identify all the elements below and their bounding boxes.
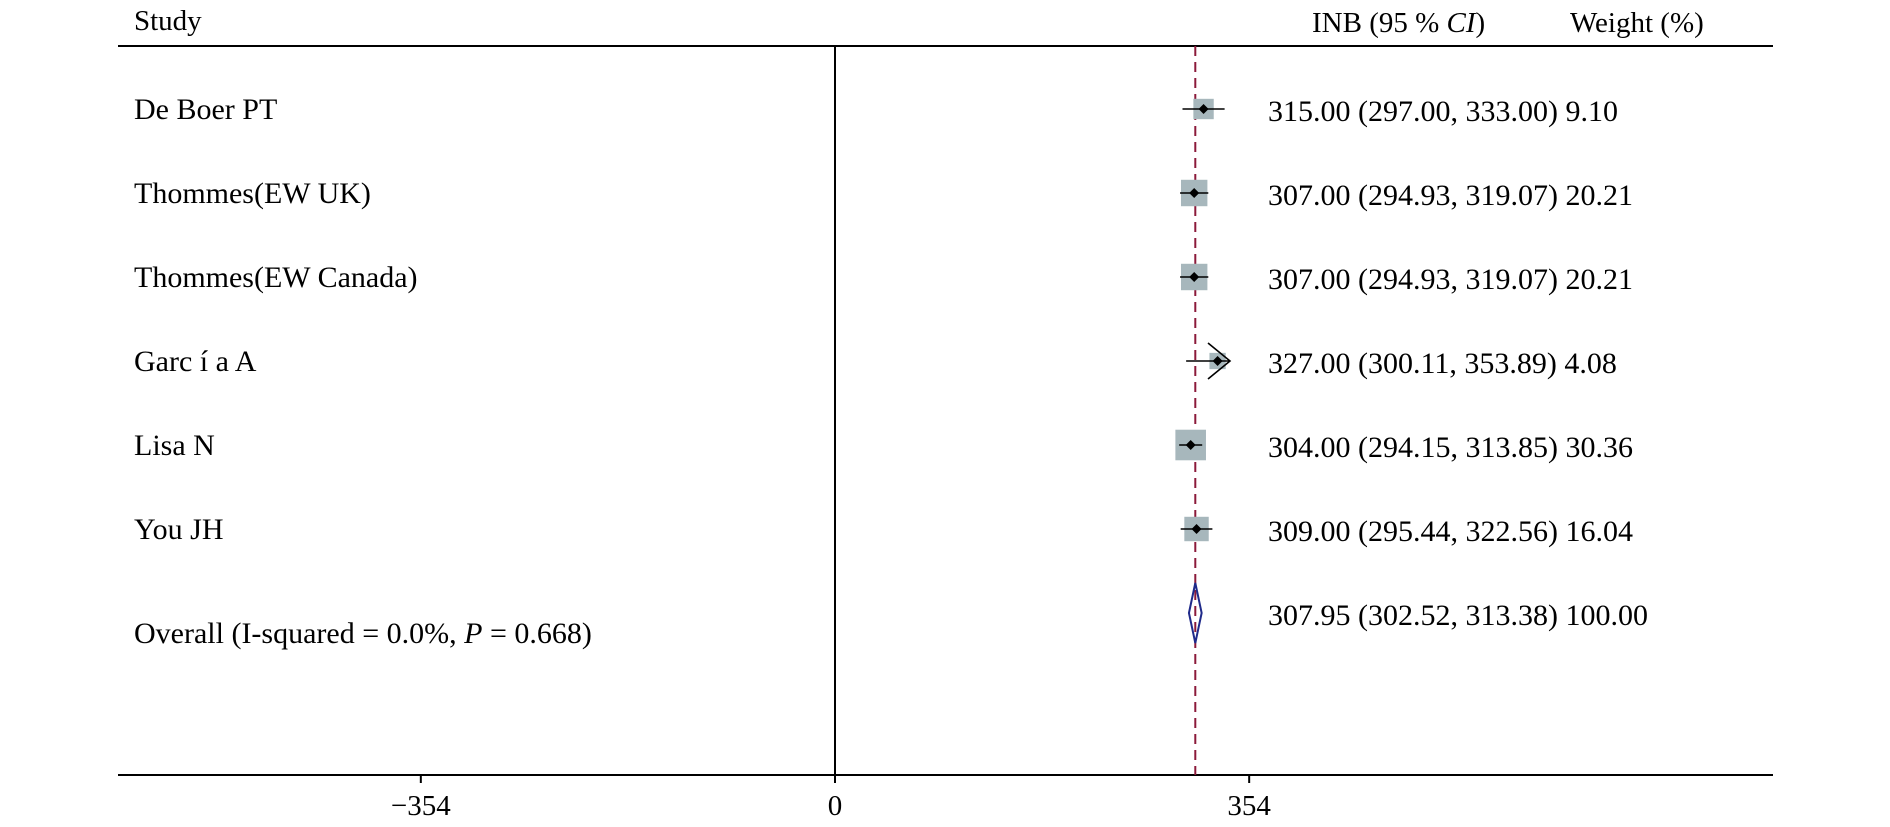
header-effect-ci: CI xyxy=(1447,7,1477,39)
header-effect-prefix: INB (95 % xyxy=(1312,7,1447,39)
overall-effect-label: 307.95 (302.52, 313.38) 100.00 xyxy=(1268,599,1648,632)
study-row: Lisa N 304.00 (294.15, 313.85) 30.36 xyxy=(134,429,1633,464)
study-row: Garc í a A 327.00 (300.11, 353.89) 4.08 xyxy=(134,342,1617,380)
point-estimate xyxy=(1191,524,1202,534)
study-name: Thommes(EW Canada) xyxy=(134,261,418,294)
x-tick-label: −354 xyxy=(391,790,451,822)
study-row: Thommes(EW Canada) 307.00 (294.93, 319.07… xyxy=(134,261,1633,296)
x-axis-ticks: −354 0 354 xyxy=(391,775,1271,822)
study-row: Thommes(EW UK) 307.00 (294.93, 319.07) 20… xyxy=(134,177,1633,212)
study-effect-label: 307.00 (294.93, 319.07) 20.21 xyxy=(1268,179,1633,212)
study-rows: De Boer PT 315.00 (297.00, 333.00) 9.10 Th… xyxy=(134,93,1633,548)
study-name: You JH xyxy=(134,513,224,546)
study-name: Garc í a A xyxy=(134,345,257,378)
point-estimate xyxy=(1189,272,1200,282)
overall-row: Overall (I-squared = 0.0%, P = 0.668) 307… xyxy=(134,582,1648,650)
study-effect-label: 315.00 (297.00, 333.00) 9.10 xyxy=(1268,95,1618,128)
point-estimate xyxy=(1212,356,1223,366)
x-tick-label: 0 xyxy=(828,790,843,822)
x-tick-label: 354 xyxy=(1227,790,1271,822)
overall-label: Overall (I-squared = 0.0%, P = 0.668) xyxy=(134,617,592,650)
study-row: De Boer PT 315.00 (297.00, 333.00) 9.10 xyxy=(134,93,1618,128)
header-effect-suffix: ) xyxy=(1476,7,1486,39)
header-effect: INB (95 % CI) xyxy=(1312,7,1485,39)
point-estimate xyxy=(1189,188,1200,198)
study-name: Thommes(EW UK) xyxy=(134,177,371,210)
study-effect-label: 304.00 (294.15, 313.85) 30.36 xyxy=(1268,431,1633,464)
overall-diamond xyxy=(1187,582,1203,644)
point-estimate xyxy=(1185,440,1196,450)
study-effect-label: 307.00 (294.93, 319.07) 20.21 xyxy=(1268,263,1633,296)
study-row: You JH 309.00 (295.44, 322.56) 16.04 xyxy=(134,513,1633,548)
header-study: Study xyxy=(134,5,202,37)
point-estimate xyxy=(1198,104,1209,114)
study-name: De Boer PT xyxy=(134,93,277,126)
header-weight: Weight (%) xyxy=(1570,7,1704,39)
ci-truncation-arrow xyxy=(1207,342,1232,380)
study-effect-label: 309.00 (295.44, 322.56) 16.04 xyxy=(1268,515,1633,548)
study-effect-label: 327.00 (300.11, 353.89) 4.08 xyxy=(1268,347,1617,380)
study-name: Lisa N xyxy=(134,429,215,462)
